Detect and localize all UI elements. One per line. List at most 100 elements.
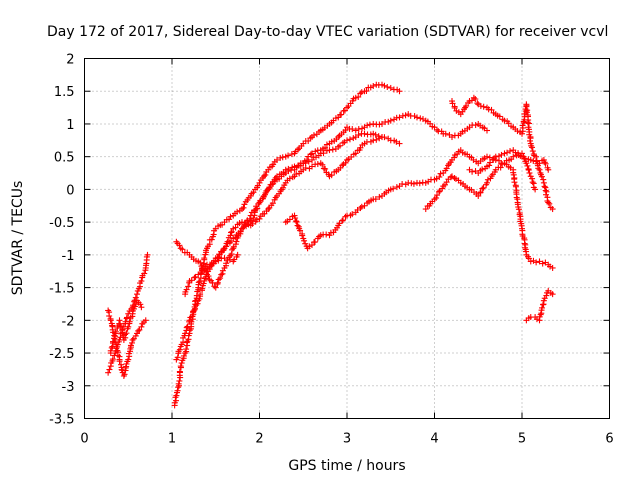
data-point-fill [480,103,487,110]
data-point-fill [197,259,204,266]
data-point-fill [174,387,181,394]
data-point [510,153,517,160]
data-point-fill [488,106,495,113]
data-point-fill [233,238,240,245]
data-point-fill [129,339,136,346]
data-point-fill [293,218,300,225]
data-point [470,94,477,101]
x-tick-label: 4 [430,432,438,447]
y-tick-label: -2 [62,314,75,329]
data-point-fill [294,222,301,229]
plot-frame [84,58,610,419]
data-point [352,127,359,134]
data-point-fill [523,103,530,110]
data-point-fill [107,347,114,354]
data-point-fill [463,103,470,110]
data-point-fill [106,366,113,373]
data-point-fill [211,283,218,290]
data-point-fill [358,203,365,210]
data-point-fill [486,162,493,169]
data-point-fill [244,220,251,227]
x-tick-label: 5 [518,432,526,447]
data-point-fill [472,122,479,129]
data-point-fill [363,88,370,95]
data-point-fill [479,166,486,173]
data-point [523,160,530,167]
data-point-fill [200,280,207,287]
data-point-fill [323,141,330,148]
data-point-fill [227,232,234,239]
y-tick-label: -1 [62,249,75,264]
data-point-fill [480,184,487,191]
data-point [256,215,263,222]
data-point [344,137,350,144]
y-tick-label: 1.5 [54,85,75,100]
y-tick-label: -3.5 [49,413,74,428]
data-point-fill [436,188,443,195]
data-point-fill [135,327,142,334]
data-point-fill [286,175,293,182]
data-point [519,153,525,160]
data-point [105,369,112,376]
data-point [527,258,534,265]
data-point-fill [218,271,225,278]
data-point-fill [336,142,343,149]
data-point-fill [122,331,129,338]
data-point-fill [117,361,124,368]
data-point-fill [292,215,299,222]
data-point-fill [319,161,326,168]
data-point-fill [541,159,548,166]
data-point-fill [320,150,327,157]
data-point-fill [176,242,183,249]
y-tick-label: -3 [62,380,75,395]
data-point [549,264,556,271]
data-point-fill [310,132,317,139]
data-point [396,88,403,95]
data-point-fill [434,192,441,199]
data-point-fill [393,184,400,191]
y-tick-label: -2.5 [49,347,74,362]
data-point-fill [384,84,391,91]
y-tick-label: -1.5 [49,282,74,297]
data-point-fill [543,191,550,198]
data-point-fill [185,283,192,290]
data-point-fill [314,161,321,168]
data-point-fill [306,243,313,250]
data-point [492,153,499,160]
data-point-fill [442,130,449,137]
x-tick-label: 2 [255,432,263,447]
data-point-fill [433,194,440,201]
data-point-fill [346,136,353,143]
data-point-fill [437,170,444,177]
data-point-fill [410,180,417,187]
data-point-fill [248,217,255,224]
data-point-fill [526,137,533,144]
data-point-fill [474,100,481,107]
data-point-fill [302,164,309,171]
data-point [182,330,189,337]
data-point-fill [408,180,415,187]
data-point [475,192,482,199]
data-point-fill [217,275,224,282]
data-point-fill [449,100,456,107]
data-point [212,284,219,291]
data-point-fill [311,238,318,245]
data-point [138,278,145,285]
x-tick-label: 3 [343,432,351,447]
data-point-fill [349,211,356,218]
data-point-fill [358,89,365,96]
data-point-fill [525,120,532,127]
data-point-fill [249,220,256,227]
data-point-fill [477,189,484,196]
data-point [387,84,394,91]
data-point [282,166,289,173]
data-point-fill [141,270,148,277]
data-point-fill [208,236,215,243]
data-point-fill [110,338,117,345]
data-point-fill [224,238,231,245]
data-point-fill [485,106,492,113]
data-point-fill [206,261,213,268]
data-point-fill [381,82,388,89]
data-point-fill [116,358,123,365]
